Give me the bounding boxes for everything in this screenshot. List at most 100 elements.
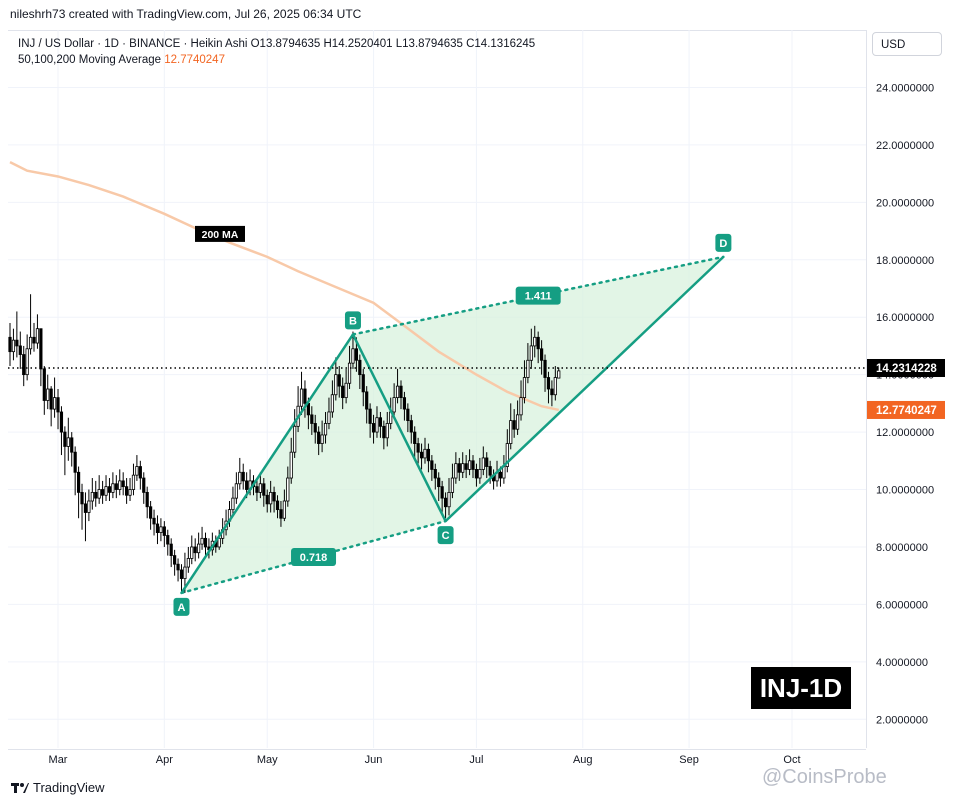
candle	[557, 367, 561, 379]
candle	[169, 538, 173, 568]
point-label-box	[344, 311, 361, 330]
candle	[8, 322, 12, 367]
candle	[478, 457, 482, 484]
point-label-box	[173, 597, 190, 616]
candle-body	[8, 336, 12, 353]
candle-body	[450, 477, 455, 493]
candle-body	[173, 555, 177, 565]
candle	[351, 331, 355, 369]
candle-body	[488, 466, 492, 476]
plot-area[interactable]	[8, 30, 866, 750]
candle-body	[128, 489, 132, 496]
candle	[522, 360, 527, 404]
candle	[63, 426, 67, 476]
candle	[320, 420, 324, 453]
candle-body	[337, 374, 341, 387]
candle-body	[66, 437, 70, 447]
candle-body	[505, 443, 509, 467]
candle	[94, 480, 98, 507]
candle-body	[22, 354, 26, 376]
candle	[258, 472, 262, 499]
candle-body	[145, 491, 149, 508]
candle	[365, 386, 369, 424]
candle-body	[361, 374, 365, 393]
ratio-label-box	[291, 548, 337, 567]
candle	[399, 380, 403, 410]
candle	[162, 521, 166, 547]
candle	[382, 420, 386, 450]
candle	[131, 463, 136, 496]
candle	[375, 406, 379, 438]
candle-body	[107, 486, 112, 493]
candle-body	[282, 500, 286, 519]
candle	[152, 509, 156, 536]
candle	[197, 532, 201, 559]
candle-body	[131, 474, 136, 490]
currency-button[interactable]: USD	[872, 32, 942, 56]
candle	[341, 377, 345, 410]
candle-body	[73, 451, 77, 473]
candle	[344, 368, 348, 404]
ratio-label: 1.411	[525, 291, 552, 303]
candle	[238, 457, 242, 490]
y-tick-label: 10.0000000	[876, 485, 934, 497]
y-tick-label: 8.0000000	[876, 542, 928, 554]
candle-body	[426, 448, 431, 462]
candle-body	[461, 463, 465, 473]
harmonic-pattern: 0.718 1.411 A B C D	[173, 233, 732, 616]
candle	[265, 489, 269, 513]
candle-body	[56, 397, 60, 413]
candle	[467, 449, 472, 476]
candle-body	[114, 483, 118, 490]
candle	[385, 411, 389, 447]
tradingview-logo[interactable]: TradingView	[11, 780, 105, 795]
candle-body	[111, 483, 115, 493]
candle-body	[368, 408, 372, 424]
candle	[395, 368, 400, 404]
current-price-tag: 14.2314228	[876, 363, 937, 375]
candle-body	[70, 437, 74, 453]
candle-body	[97, 489, 101, 499]
candle	[111, 472, 115, 499]
candle	[347, 345, 352, 389]
candle-body	[90, 491, 94, 502]
ma-legend: 50,100,200 Moving Average 12.7740247	[18, 52, 535, 68]
candle	[35, 314, 40, 349]
x-tick-label: Jun	[365, 754, 383, 766]
candle-body	[481, 457, 485, 470]
candle	[443, 492, 448, 519]
point-label-a: A	[178, 602, 186, 614]
ma-200-line	[9, 160, 560, 412]
x-tick-label: Oct	[783, 754, 800, 766]
candle	[49, 386, 53, 427]
candle-body	[443, 497, 448, 508]
candle-body	[262, 483, 266, 496]
ohlc-legend: INJ / US Dollar · 1D · BINANCE · Heikin …	[18, 38, 536, 50]
candle	[114, 475, 118, 499]
x-tick-label: Mar	[49, 754, 68, 766]
candle-body	[553, 377, 557, 396]
candle-body	[104, 486, 108, 496]
ma-price-tag-box	[867, 400, 945, 419]
candle	[128, 478, 132, 502]
candle-body	[313, 423, 317, 433]
candle-body	[471, 460, 475, 470]
candle-body	[310, 414, 314, 424]
candle	[59, 406, 64, 456]
price-axis[interactable]	[866, 30, 958, 748]
candle	[173, 549, 177, 576]
candle-body	[125, 486, 129, 496]
candle	[392, 383, 396, 418]
candle	[299, 371, 304, 415]
candle	[471, 455, 475, 479]
x-tick-label: Sep	[679, 754, 699, 766]
candle	[193, 538, 197, 562]
candle-body	[557, 370, 561, 379]
candle	[200, 526, 204, 550]
candle-body	[467, 460, 472, 470]
candle-body	[32, 336, 36, 344]
candle	[52, 377, 57, 418]
candle-body	[502, 466, 506, 479]
candle	[234, 472, 238, 504]
